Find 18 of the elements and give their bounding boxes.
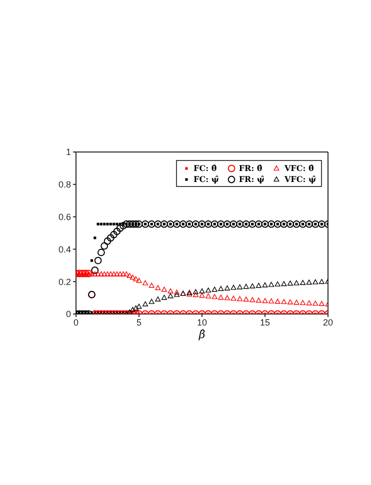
x-tick-label: 5 [136,317,142,328]
y-tick-label: 0.2 [58,276,71,287]
legend-label: FR: θ̂ [238,163,262,173]
y-tick-label: 0.6 [58,212,71,222]
y-tick-label: 0.8 [58,180,71,190]
legend-label: VFC: θ̂ [284,163,314,173]
legend-label: VFC: ψ̂ [284,174,316,184]
legend-label: FC: ψ̂ [194,174,219,184]
legend-label: FC: θ̂ [194,163,217,173]
x-tick-label: 20 [322,317,334,328]
x-tick-label: 15 [260,317,270,328]
y-tick-label: 1 [66,147,71,158]
y-tick-label: 0.4 [58,244,71,254]
x-axis-title: β̂ [198,328,206,341]
x-tick-label: 10 [196,317,208,328]
x-tick-label: 0 [73,317,79,328]
legend-label: FR: ψ̂ [238,174,264,184]
y-tick-label: 0 [66,309,71,320]
